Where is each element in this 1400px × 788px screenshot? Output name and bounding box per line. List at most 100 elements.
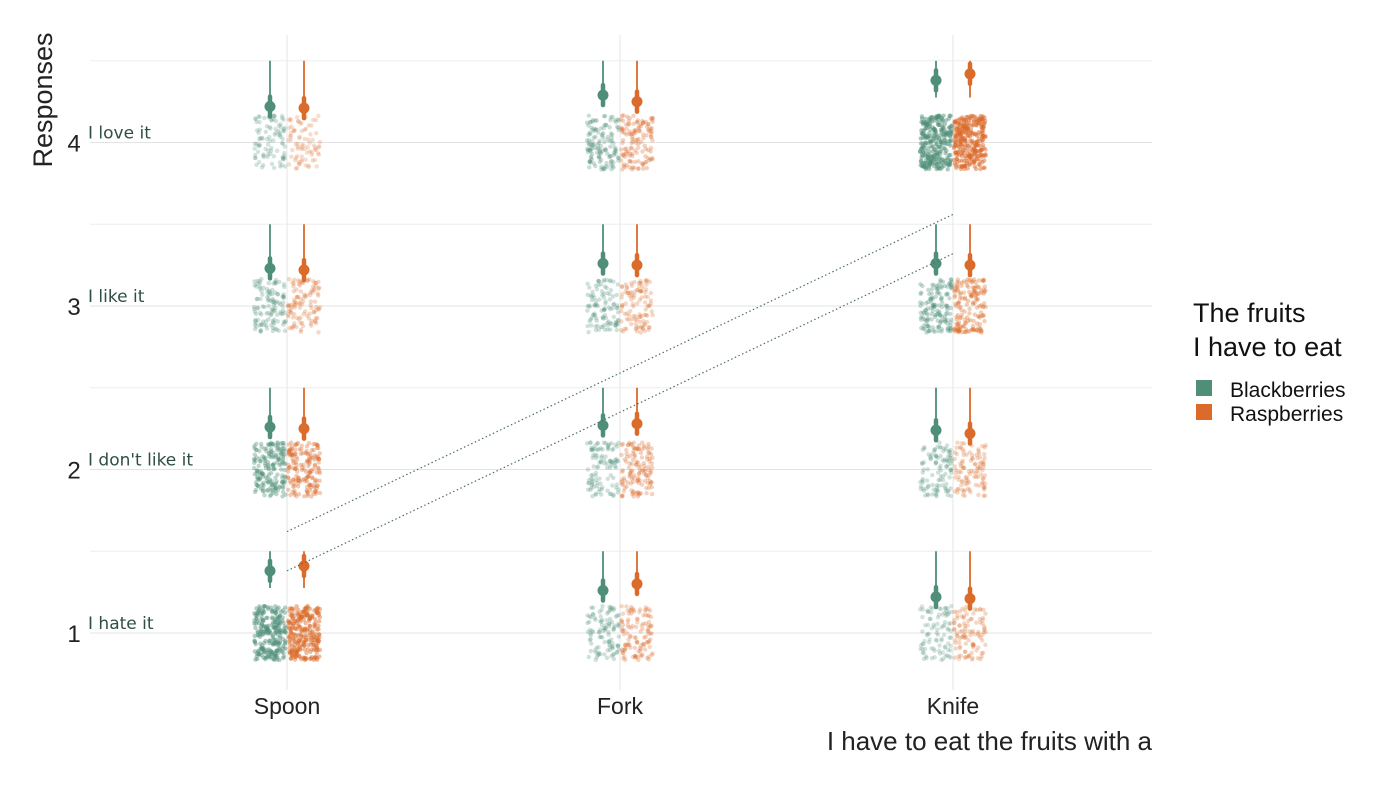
data-point xyxy=(931,304,937,309)
data-point xyxy=(920,478,925,483)
data-point xyxy=(267,493,273,499)
data-point xyxy=(586,487,591,492)
data-point xyxy=(958,469,964,475)
data-point xyxy=(925,467,930,472)
data-point xyxy=(254,651,260,656)
data-point xyxy=(918,479,923,485)
data-point xyxy=(283,630,289,635)
data-point xyxy=(609,131,614,136)
data-point xyxy=(936,290,941,295)
data-point xyxy=(616,644,621,649)
data-point xyxy=(599,324,604,330)
data-point xyxy=(266,442,272,448)
data-point xyxy=(934,494,939,499)
data-point xyxy=(280,618,285,623)
data-point xyxy=(269,323,274,328)
data-point xyxy=(924,486,929,491)
data-point xyxy=(303,620,308,626)
data-point xyxy=(606,305,612,310)
data-point xyxy=(930,325,935,330)
data-point xyxy=(251,304,257,310)
data-point xyxy=(606,638,611,644)
data-point xyxy=(615,444,620,449)
data-point xyxy=(597,634,603,640)
data-point xyxy=(596,154,602,159)
data-point xyxy=(297,134,302,139)
data-point xyxy=(920,646,925,652)
data-point xyxy=(940,483,945,488)
data-point xyxy=(280,294,285,299)
data-point xyxy=(948,486,953,491)
data-point xyxy=(269,449,274,455)
data-point xyxy=(948,282,954,288)
data-point xyxy=(640,440,645,445)
data-point xyxy=(253,458,258,464)
data-point xyxy=(966,618,971,624)
data-point xyxy=(925,631,930,637)
data-point xyxy=(626,617,631,622)
data-point xyxy=(281,126,286,132)
data-point xyxy=(979,330,984,335)
data-point xyxy=(258,629,264,634)
estimate-point xyxy=(930,591,942,603)
data-point xyxy=(598,147,603,153)
data-point xyxy=(298,647,303,652)
data-point xyxy=(256,114,261,119)
data-point xyxy=(965,623,970,628)
data-point xyxy=(294,315,299,320)
x-tick-label: Fork xyxy=(597,693,644,719)
data-point xyxy=(637,312,642,317)
data-point xyxy=(620,493,625,498)
data-point xyxy=(255,483,260,488)
data-point xyxy=(280,473,285,478)
data-point xyxy=(288,309,293,314)
data-point xyxy=(620,118,626,124)
data-point xyxy=(592,443,598,448)
data-point xyxy=(621,656,626,661)
data-point xyxy=(599,455,604,460)
data-point xyxy=(258,610,263,615)
data-point xyxy=(596,650,601,655)
data-point xyxy=(922,638,927,644)
data-point xyxy=(259,472,265,477)
data-point xyxy=(281,282,287,287)
data-point xyxy=(270,328,276,334)
data-point xyxy=(282,153,287,158)
data-point xyxy=(314,478,319,483)
data-point xyxy=(603,148,609,153)
data-point xyxy=(260,471,265,476)
data-point xyxy=(258,629,264,635)
data-point xyxy=(602,627,608,633)
data-point xyxy=(616,612,622,618)
data-point xyxy=(278,609,284,614)
data-point xyxy=(316,307,322,312)
data-point xyxy=(281,443,286,448)
data-point xyxy=(260,454,265,459)
data-point xyxy=(920,314,925,320)
data-point xyxy=(317,139,323,145)
data-point xyxy=(280,460,285,465)
data-point xyxy=(955,284,960,289)
data-point xyxy=(273,453,278,459)
data-point xyxy=(614,650,620,655)
data-point xyxy=(306,463,311,469)
data-point xyxy=(609,637,614,642)
estimate-point xyxy=(264,101,276,113)
data-point xyxy=(274,657,280,662)
data-point xyxy=(598,150,603,155)
data-point xyxy=(929,300,934,305)
data-point xyxy=(933,294,938,299)
data-point xyxy=(615,117,620,122)
data-point xyxy=(957,158,962,164)
data-point xyxy=(272,482,278,488)
data-point xyxy=(594,302,599,307)
data-point xyxy=(276,457,282,462)
data-point xyxy=(259,614,264,619)
data-point xyxy=(943,447,948,452)
data-point xyxy=(252,639,257,644)
data-point xyxy=(590,472,595,478)
data-point xyxy=(273,604,278,609)
data-point xyxy=(592,126,597,132)
data-point xyxy=(943,489,949,494)
data-point xyxy=(948,326,953,331)
